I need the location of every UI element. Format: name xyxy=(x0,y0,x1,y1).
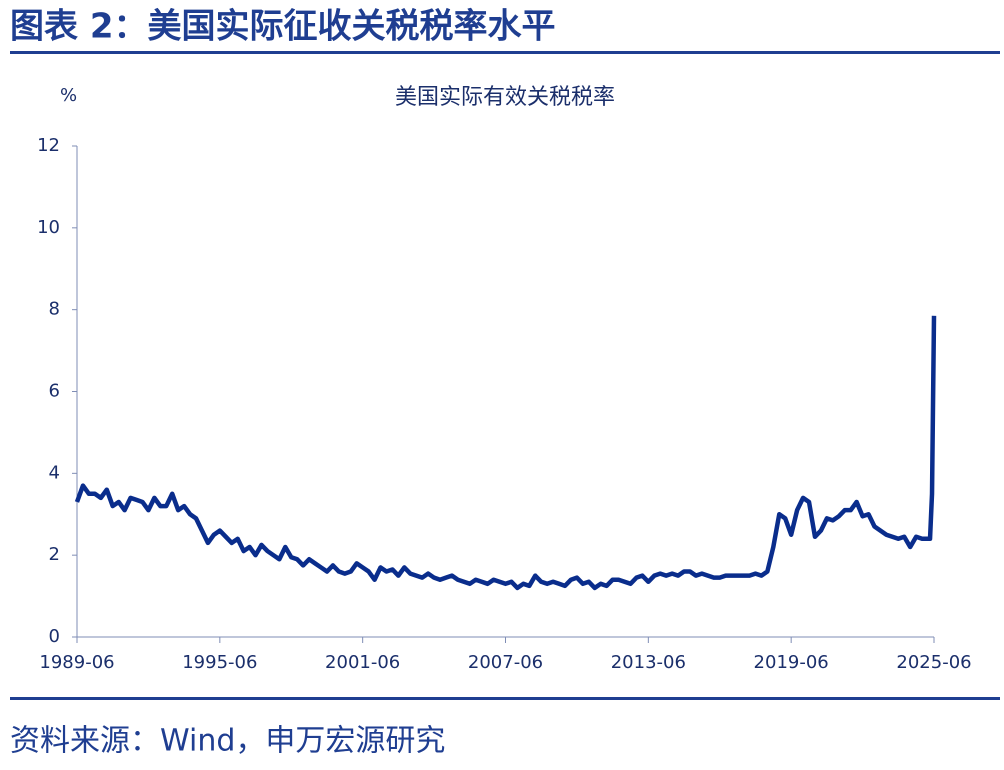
line xyxy=(74,315,937,591)
y-tick-label: 6 xyxy=(49,381,60,402)
y-tick-label: 4 xyxy=(49,462,60,483)
y-tick-label: 2 xyxy=(49,544,60,565)
x-tick-label: 1995-06 xyxy=(182,652,257,673)
top-rule xyxy=(10,51,1000,54)
y-tick-label: 10 xyxy=(37,217,60,238)
y-tick-label: 0 xyxy=(49,626,60,647)
chart-title: 美国实际有效关税税率 xyxy=(395,85,615,110)
y-tick-label: 12 xyxy=(37,135,60,156)
x-tick-label: 2025-06 xyxy=(896,652,971,673)
y-tick-label: 8 xyxy=(49,299,60,320)
y-label: % xyxy=(60,85,77,106)
figure-title: 图表 2：美国实际征收关税税率水平 xyxy=(10,7,556,47)
x-tick-label: 1989-06 xyxy=(39,652,114,673)
x-tick-label: 2007-06 xyxy=(468,652,543,673)
bottom-rule xyxy=(10,697,1000,700)
x-tick-label: 2019-06 xyxy=(754,652,829,673)
source: 资料来源：Wind，申万宏源研究 xyxy=(10,724,445,759)
x-tick-label: 2001-06 xyxy=(325,652,400,673)
x-tick-label: 2013-06 xyxy=(611,652,686,673)
